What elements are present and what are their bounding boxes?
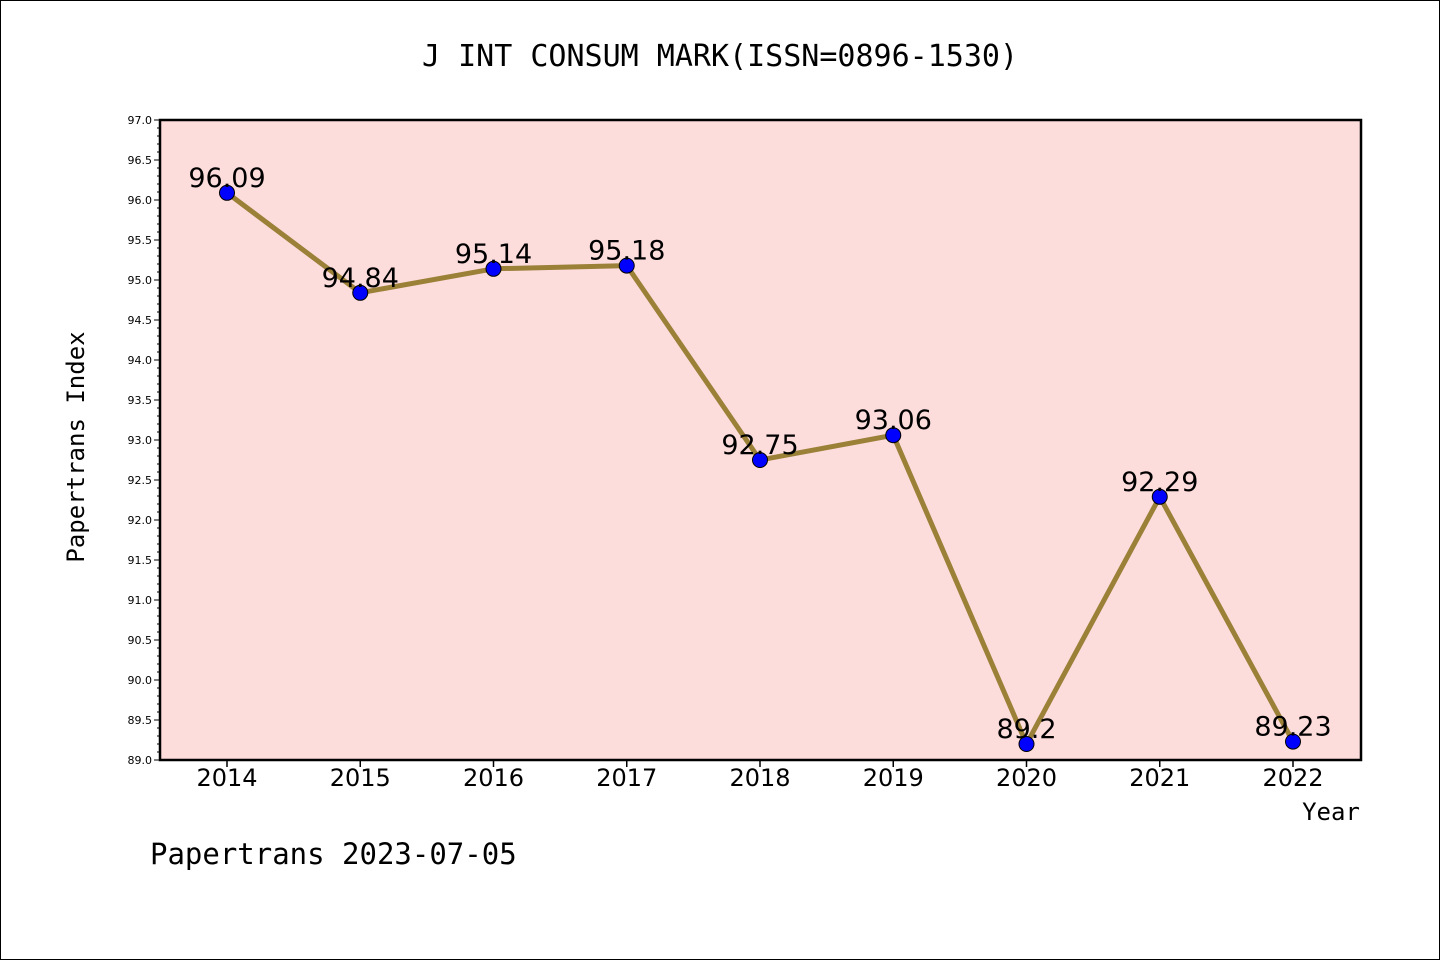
data-label: 95.18 — [588, 236, 665, 267]
y-tick-label: 93.0 — [128, 434, 153, 447]
y-axis-label: Papertrans Index — [62, 331, 90, 562]
data-point — [352, 284, 369, 301]
data-label: 94.84 — [322, 263, 399, 294]
data-label: 92.75 — [721, 430, 798, 461]
y-tick-label: 90.5 — [128, 634, 153, 647]
y-tick-label: 91.0 — [128, 594, 153, 607]
x-tick-label: 2022 — [1262, 764, 1323, 792]
data-labels: 96.09 94.84 95.14 95.18 92.75 93.06 89.2 92.29 8… — [188, 163, 1331, 745]
y-tick-label: 89.5 — [128, 714, 153, 727]
data-point — [752, 452, 768, 468]
x-tick-label: 2019 — [863, 764, 924, 792]
data-label: 93.06 — [855, 405, 932, 436]
x-tick-label: 2015 — [330, 764, 391, 792]
y-tick-label: 94.0 — [128, 354, 153, 367]
y-tick-label: 96.0 — [128, 194, 153, 207]
y-tick-label: 91.5 — [128, 554, 153, 567]
data-label: 92.29 — [1121, 467, 1198, 498]
x-tick-label: 2021 — [1129, 764, 1190, 792]
y-tick-label: 96.5 — [128, 154, 153, 167]
y-tick-label: 95.0 — [128, 274, 153, 287]
y-tick-label: 89.0 — [128, 754, 153, 767]
series-points — [219, 184, 1301, 752]
data-label: 95.14 — [455, 239, 532, 270]
data-point — [1285, 733, 1301, 750]
y-tick-label: 93.5 — [128, 394, 153, 407]
x-tick-label: 2020 — [996, 764, 1057, 792]
y-tick-label: 94.5 — [128, 314, 153, 327]
data-point — [618, 257, 635, 274]
data-label: 96.09 — [188, 163, 265, 194]
y-tick-label: 97.0 — [128, 114, 153, 127]
x-tick-label: 2014 — [196, 764, 257, 792]
x-tick-label: 2018 — [729, 764, 790, 792]
x-tick-label: 2016 — [463, 764, 524, 792]
footer-text: Papertrans 2023-07-05 — [150, 837, 517, 871]
x-axis: 2014 2015 2016 2017 2018 2019 2020 2021 2022 — [196, 760, 1324, 792]
data-point — [1151, 488, 1168, 505]
chart-title: J INT CONSUM MARK(ISSN=0896-1530) — [422, 39, 1018, 74]
data-point — [219, 184, 235, 201]
data-point — [885, 427, 902, 444]
data-point — [485, 260, 502, 277]
y-axis: 89.0 89.5 90.0 90.5 91.0 91.5 92.0 92.5 93.0 93.5… — [128, 114, 160, 767]
data-label: 89.2 — [996, 714, 1056, 745]
y-tick-label: 92.0 — [128, 514, 153, 527]
plot-area — [158, 118, 1363, 762]
y-tick-label: 95.5 — [128, 234, 153, 247]
x-axis-label: Year — [1302, 798, 1360, 826]
x-tick-label: 2017 — [596, 764, 657, 792]
data-label: 89.23 — [1254, 712, 1331, 743]
data-point — [1018, 736, 1035, 752]
y-tick-label: 90.0 — [128, 674, 153, 687]
y-tick-label: 92.5 — [128, 474, 153, 487]
